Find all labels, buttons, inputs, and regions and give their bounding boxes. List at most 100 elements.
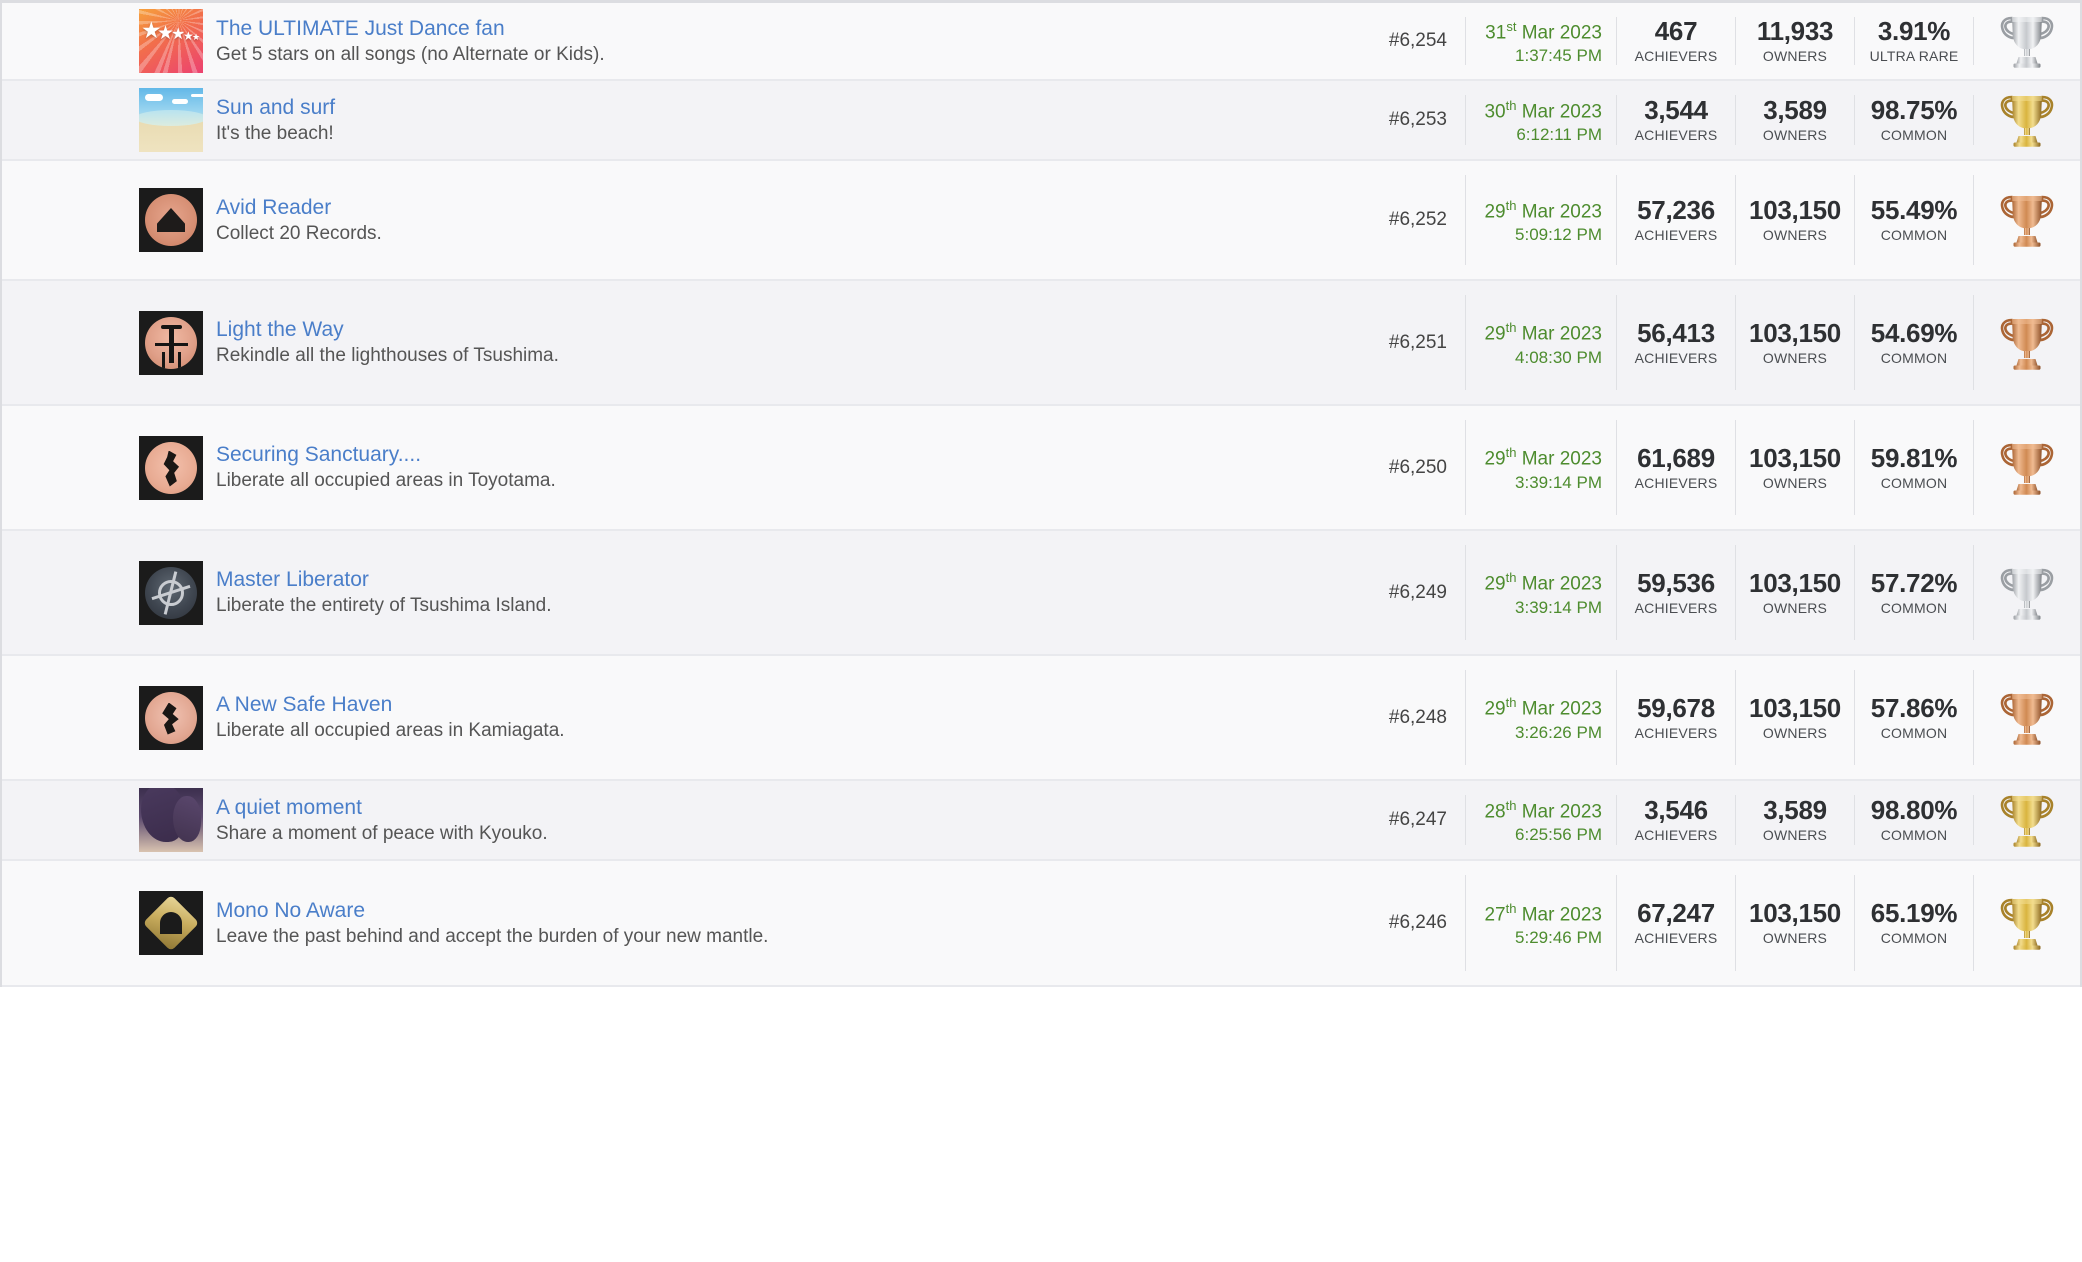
achievement-icon-stars[interactable]: ★ ★ ★ ★ ★	[139, 9, 203, 73]
earned-time: 3:26:26 PM	[1515, 722, 1602, 742]
owners-label: OWNERS	[1762, 227, 1828, 243]
owners-stat: 3,589 OWNERS	[1736, 95, 1854, 145]
table-row[interactable]: JUST DANCE 2018 ★★ ★★ ★ The ULTIMATE Jus…	[2, 3, 2080, 81]
trophy-icon	[2000, 795, 2054, 847]
trophy-icon	[2000, 693, 2054, 745]
earned-date: 31st Mar 2023	[1485, 18, 1602, 44]
achievement-icon-beach[interactable]	[139, 88, 203, 152]
achievement-text-cell: Mono No Aware Leave the past behind and …	[208, 897, 1347, 950]
achievement-icon-emblem[interactable]	[139, 310, 203, 375]
achievement-description: Share a moment of peace with Kyouko.	[216, 822, 548, 844]
achievers-stat: 59,678 ACHIEVERS	[1617, 693, 1735, 743]
achievement-rank: #6,250	[1388, 456, 1447, 478]
column-divider	[1465, 95, 1466, 145]
achievement-icon-cell[interactable]	[134, 88, 208, 152]
column-divider	[1973, 875, 1974, 971]
achievement-icon-cell[interactable]	[134, 560, 208, 625]
column-divider	[1465, 795, 1466, 845]
earned-date: 29th Mar 2023	[1484, 445, 1602, 470]
owners-stat: 11,933 OWNERS	[1736, 16, 1854, 66]
trophy-icon	[2000, 443, 2054, 495]
column-divider	[1616, 420, 1617, 515]
achievement-icon-cell[interactable]	[134, 891, 208, 955]
rarity-stat: 55.49% COMMON	[1855, 195, 1973, 245]
column-divider	[1854, 420, 1855, 515]
achievement-title-link[interactable]: Securing Sanctuary....	[216, 443, 422, 466]
column-divider	[1465, 175, 1466, 265]
owners-count: 103,150	[1749, 898, 1841, 928]
achievement-text-cell: Securing Sanctuary.... Liberate all occu…	[208, 441, 1347, 494]
column-divider	[1854, 795, 1855, 845]
achievement-title-link[interactable]: Sun and surf	[216, 95, 336, 119]
owners-stat: 103,150 OWNERS	[1736, 443, 1854, 493]
achievement-title-link[interactable]: The ULTIMATE Just Dance fan	[216, 16, 505, 40]
achievement-description: Liberate all occupied areas in Toyotama.	[216, 470, 556, 491]
achievement-title-link[interactable]: A New Safe Haven	[216, 693, 393, 716]
column-divider	[1854, 670, 1855, 765]
column-divider	[1973, 795, 1974, 845]
achievement-icon-cell[interactable]	[134, 435, 208, 500]
table-row[interactable]: GHOST OF TSUSHIMA Mono No Aware Leave th…	[2, 861, 2080, 987]
achievement-table: JUST DANCE 2018 ★★ ★★ ★ The ULTIMATE Jus…	[0, 0, 2082, 987]
achievement-title-link[interactable]: Mono No Aware	[216, 898, 366, 922]
achievers-stat: 67,247 ACHIEVERS	[1617, 898, 1735, 948]
achievement-title-link[interactable]: A quiet moment	[216, 795, 362, 819]
table-row[interactable]: GHOST OF TSUSHIMA Light the Way Rekindle…	[2, 281, 2080, 406]
column-divider	[1973, 175, 1974, 265]
rarity-stat: 57.86% COMMON	[1855, 693, 1973, 743]
earned-datetime: 29th Mar 2023 3:26:26 PM	[1466, 691, 1616, 743]
table-row[interactable]: LANGUAGE OF LOVE Sun and surf It's the b…	[2, 81, 2080, 161]
column-divider	[1616, 95, 1617, 145]
achievement-text-cell: A New Safe Haven Liberate all occupied a…	[208, 691, 1347, 744]
star-icon: ★	[192, 32, 201, 42]
column-divider	[1616, 545, 1617, 640]
achievement-icon-emblem[interactable]	[139, 435, 203, 500]
achievement-icon-emblem[interactable]	[139, 188, 203, 252]
trophy-type-cell	[1974, 895, 2080, 951]
achievement-icon-cell[interactable]	[134, 188, 208, 252]
achievers-count: 56,413	[1637, 317, 1715, 348]
column-divider	[1973, 670, 1974, 765]
achievement-title-link[interactable]: Master Liberator	[216, 568, 369, 591]
table-row[interactable]: LANGUAGE OF LOVE A quiet moment Share a …	[2, 781, 2080, 861]
achievement-icon-cell[interactable]	[134, 788, 208, 852]
earned-datetime: 27th Mar 2023 5:29:46 PM	[1466, 897, 1616, 949]
achievement-icon-crest[interactable]	[139, 891, 203, 955]
achievers-count: 3,546	[1644, 795, 1708, 825]
achievement-icon-cell[interactable]	[134, 685, 208, 750]
earned-time: 5:29:46 PM	[1515, 928, 1602, 948]
owners-label: OWNERS	[1762, 474, 1828, 491]
achievers-label: ACHIEVERS	[1634, 724, 1718, 741]
column-divider	[1735, 17, 1736, 65]
star-icon: ★	[157, 23, 175, 44]
column-divider	[1616, 670, 1617, 765]
table-row[interactable]: GHOST OF TSUSHIMA Master Liberator Liber…	[2, 531, 2080, 656]
owners-stat: 103,150 OWNERS	[1736, 195, 1854, 245]
achievement-icon-cell[interactable]	[134, 310, 208, 375]
achievement-title-link[interactable]: Avid Reader	[216, 195, 332, 219]
achievement-rank: #6,247	[1388, 809, 1447, 830]
rarity-label: COMMON	[1880, 349, 1948, 366]
earned-datetime: 29th Mar 2023 5:09:12 PM	[1466, 194, 1616, 246]
achievement-icon-cell[interactable]: ★ ★ ★ ★ ★	[134, 9, 208, 73]
achievement-icon-emblem[interactable]	[139, 685, 203, 750]
achievement-text-cell: Avid Reader Collect 20 Records.	[208, 194, 1347, 247]
table-row[interactable]: GHOST OF TSUSHIMA Securing Sanctuary....…	[2, 406, 2080, 531]
owners-label: OWNERS	[1762, 349, 1828, 366]
rarity-stat: 59.81% COMMON	[1855, 443, 1973, 493]
earned-time: 3:39:14 PM	[1515, 472, 1602, 492]
achievement-icon-character[interactable]	[139, 788, 203, 852]
table-row[interactable]: GHOST OF TSUSHIMA Avid Reader Collect 20…	[2, 161, 2080, 281]
earned-datetime: 30th Mar 2023 6:12:11 PM	[1466, 94, 1616, 146]
column-divider	[1735, 545, 1736, 640]
table-row[interactable]: GHOST OF TSUSHIMA A New Safe Haven Liber…	[2, 656, 2080, 781]
rarity-label: COMMON	[1880, 827, 1948, 843]
earned-time: 4:08:30 PM	[1515, 347, 1602, 367]
owners-count: 103,150	[1749, 442, 1841, 473]
achievement-title-link[interactable]: Light the Way	[216, 318, 344, 341]
achievement-rank: #6,252	[1388, 209, 1447, 230]
owners-stat: 3,589 OWNERS	[1736, 795, 1854, 845]
achievement-icon-emblem[interactable]	[139, 560, 203, 625]
achievers-stat: 56,413 ACHIEVERS	[1617, 318, 1735, 368]
column-divider	[1465, 875, 1466, 971]
